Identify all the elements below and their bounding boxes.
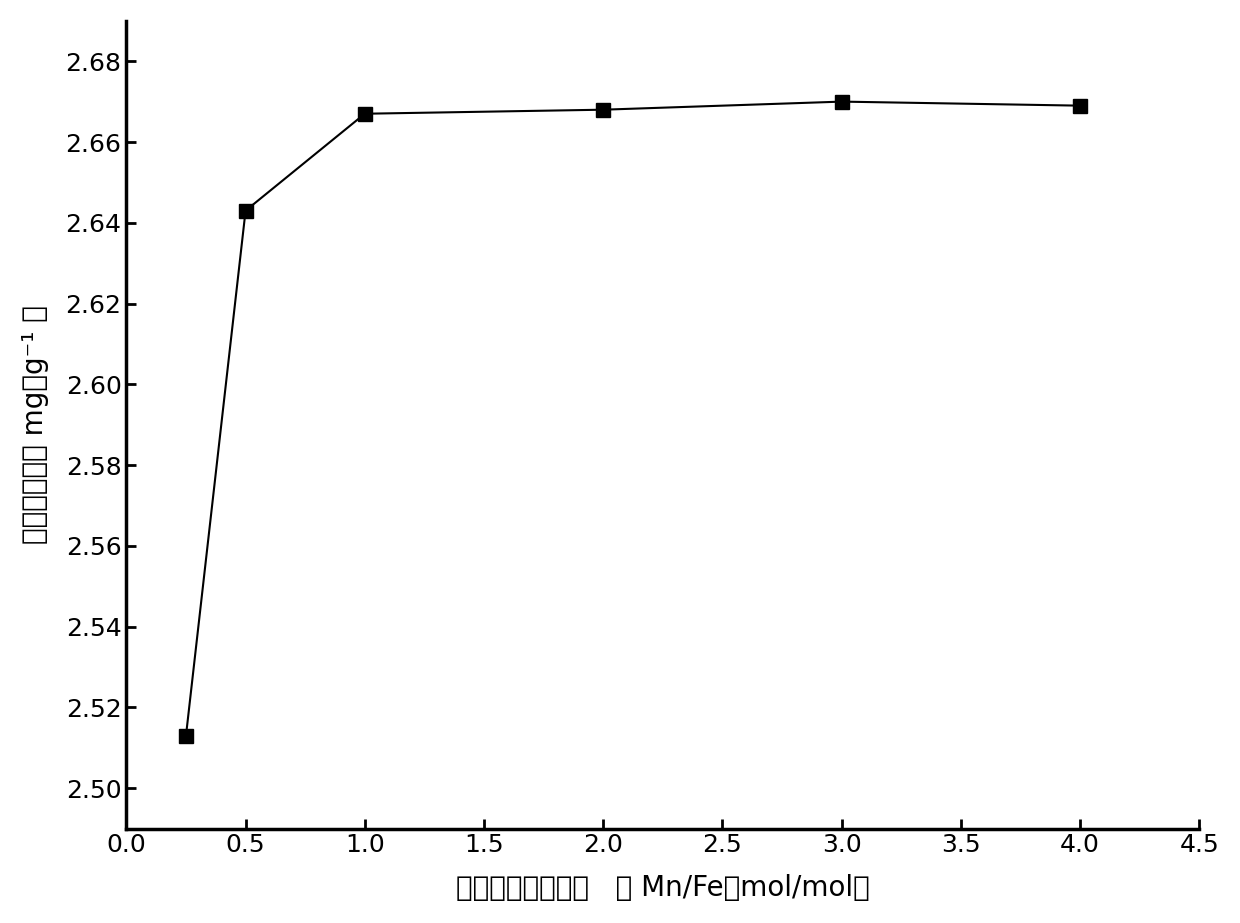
X-axis label: 吸附剂锶铁摩尔比   （ Mn/Fe，mol/mol）: 吸附剂锶铁摩尔比 （ Mn/Fe，mol/mol） — [456, 874, 869, 902]
Y-axis label: 平衡吸附量（ mg．g⁻¹ ）: 平衡吸附量（ mg．g⁻¹ ） — [21, 306, 48, 545]
